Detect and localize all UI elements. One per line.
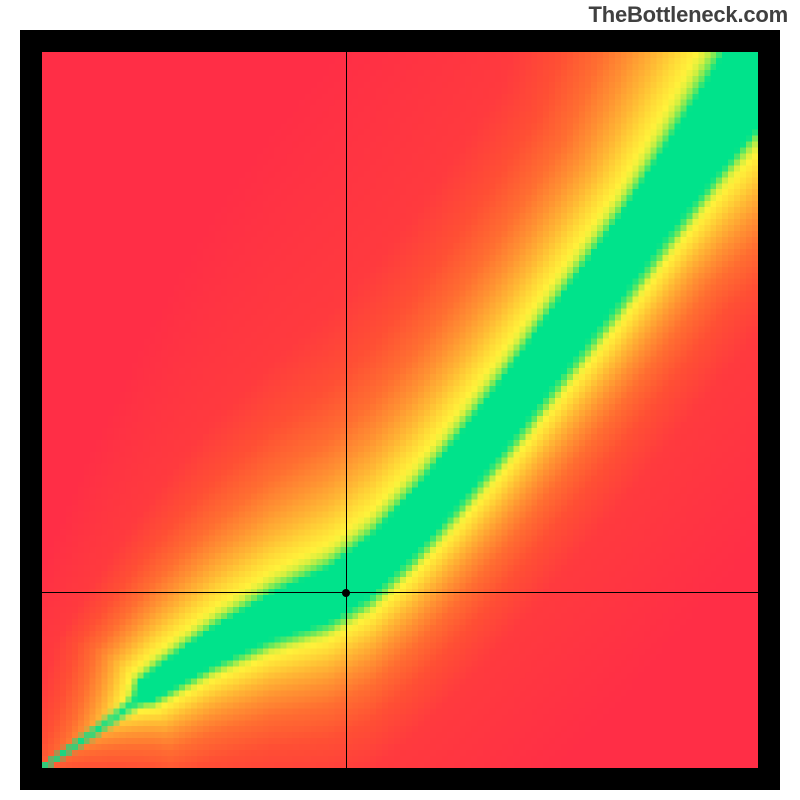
crosshair-horizontal bbox=[42, 592, 758, 593]
crosshair-vertical bbox=[346, 52, 347, 768]
watermark-label: TheBottleneck.com bbox=[588, 2, 788, 28]
selected-point-marker bbox=[342, 589, 350, 597]
bottleneck-heatmap bbox=[42, 52, 758, 768]
